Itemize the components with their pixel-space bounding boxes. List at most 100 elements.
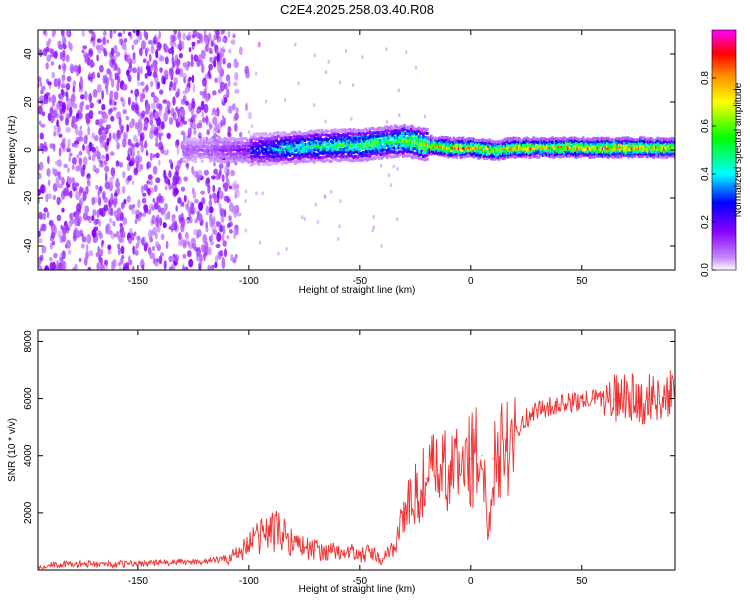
heatmap-cell — [362, 140, 365, 144]
heatmap-cell — [386, 130, 389, 134]
heatmap-cell — [188, 156, 192, 160]
heatmap-cell — [304, 155, 308, 158]
heatmap-cell — [360, 135, 364, 139]
heatmap-cell — [667, 144, 670, 148]
heatmap-cell — [221, 30, 226, 34]
heatmap-cell — [432, 145, 436, 149]
heatmap-cell — [139, 122, 143, 132]
heatmap-cell — [210, 143, 213, 147]
heatmap-cell — [436, 137, 440, 141]
heatmap-cell — [334, 150, 337, 154]
heatmap-cell — [282, 151, 285, 155]
heatmap-cell — [112, 258, 117, 268]
heatmap-cell — [397, 88, 400, 93]
heatmap-cell — [407, 136, 410, 140]
heatmap-cell — [419, 127, 422, 131]
heatmap-cell — [400, 142, 404, 146]
heatmap-cell — [154, 111, 160, 119]
heatmap-cell — [178, 52, 183, 59]
heatmap-cell — [395, 125, 398, 129]
heatmap-cell — [623, 141, 626, 145]
heatmap-cell — [459, 140, 462, 143]
heatmap-cell — [366, 136, 369, 139]
heatmap-cell — [643, 148, 646, 152]
heatmap-cell — [390, 131, 393, 134]
heatmap-cell — [127, 31, 132, 37]
heatmap-cell — [191, 159, 195, 162]
heatmap-cell — [315, 130, 318, 134]
heatmap-cell — [639, 152, 642, 156]
heatmap-cell — [487, 152, 490, 156]
heatmap-cell — [402, 151, 405, 155]
heatmap-cell — [485, 142, 489, 146]
heatmap-cell — [467, 151, 470, 154]
heatmap-cell — [239, 155, 243, 159]
heatmap-cell — [252, 141, 256, 145]
heatmap-cell — [512, 148, 516, 152]
heatmap-cell — [461, 152, 465, 156]
heatmap-cell — [117, 262, 122, 267]
heatmap-cell — [135, 214, 140, 219]
heatmap-cell — [575, 153, 578, 157]
heatmap-cell — [320, 133, 324, 137]
heatmap-cell — [256, 151, 260, 155]
heatmap-cell — [101, 154, 105, 160]
heatmap-cell — [383, 147, 386, 151]
heatmap-cell — [621, 153, 625, 157]
heatmap-cell — [374, 147, 377, 151]
heatmap-cell — [272, 155, 276, 159]
heatmap-cell — [286, 145, 289, 149]
heatmap-cell — [59, 107, 63, 115]
heatmap-cell — [399, 152, 402, 156]
heatmap-cell — [407, 140, 410, 144]
heatmap-cell — [194, 199, 199, 204]
heatmap-cell — [302, 143, 305, 147]
heatmap-cell — [487, 151, 490, 155]
heatmap-cell — [187, 250, 192, 258]
heatmap-cell — [229, 229, 233, 234]
heatmap-cell — [672, 138, 675, 142]
heatmap-cell — [583, 147, 586, 151]
snr-point — [536, 409, 539, 411]
heatmap-cell — [324, 70, 328, 75]
heatmap-cell — [91, 196, 95, 206]
heatmap-cell — [471, 139, 474, 143]
heatmap-cell — [411, 125, 414, 129]
heatmap-cell — [467, 144, 470, 148]
heatmap-cell — [94, 135, 99, 142]
heatmap-cell — [639, 144, 642, 148]
heatmap-cell — [549, 150, 553, 154]
heatmap-cell — [453, 144, 457, 148]
heatmap-cell — [147, 229, 153, 239]
heatmap-cell — [420, 129, 424, 133]
heatmap-cell — [374, 131, 377, 134]
heatmap-cell — [659, 140, 662, 144]
heatmap-cell — [549, 142, 553, 146]
heatmap-cell — [420, 152, 424, 155]
heatmap-cell — [183, 151, 187, 155]
heatmap-cell — [43, 30, 46, 35]
heatmap-cell — [615, 141, 618, 144]
heatmap-cell — [170, 255, 175, 263]
heatmap-cell — [184, 145, 188, 149]
heatmap-cell — [575, 149, 578, 153]
heatmap-cell — [672, 147, 675, 151]
heatmap-cell — [227, 156, 231, 160]
heatmap-cell — [312, 151, 316, 155]
heatmap-cell — [304, 160, 308, 163]
heatmap-cell — [115, 51, 121, 57]
heatmap-cell — [635, 150, 638, 154]
heatmap-cell — [591, 145, 594, 149]
heatmap-cell — [551, 153, 554, 157]
heatmap-cell — [213, 161, 216, 167]
snr-point — [259, 535, 261, 537]
heatmap-cell — [169, 224, 175, 229]
heatmap-cell — [611, 148, 614, 152]
heatmap-cell — [311, 158, 314, 162]
heatmap-cell — [617, 150, 621, 154]
heatmap-cell — [49, 257, 53, 262]
heatmap-cell — [549, 155, 553, 159]
heatmap-cell — [426, 157, 429, 161]
heatmap-cell — [235, 148, 239, 152]
heatmap-cell — [541, 144, 545, 148]
